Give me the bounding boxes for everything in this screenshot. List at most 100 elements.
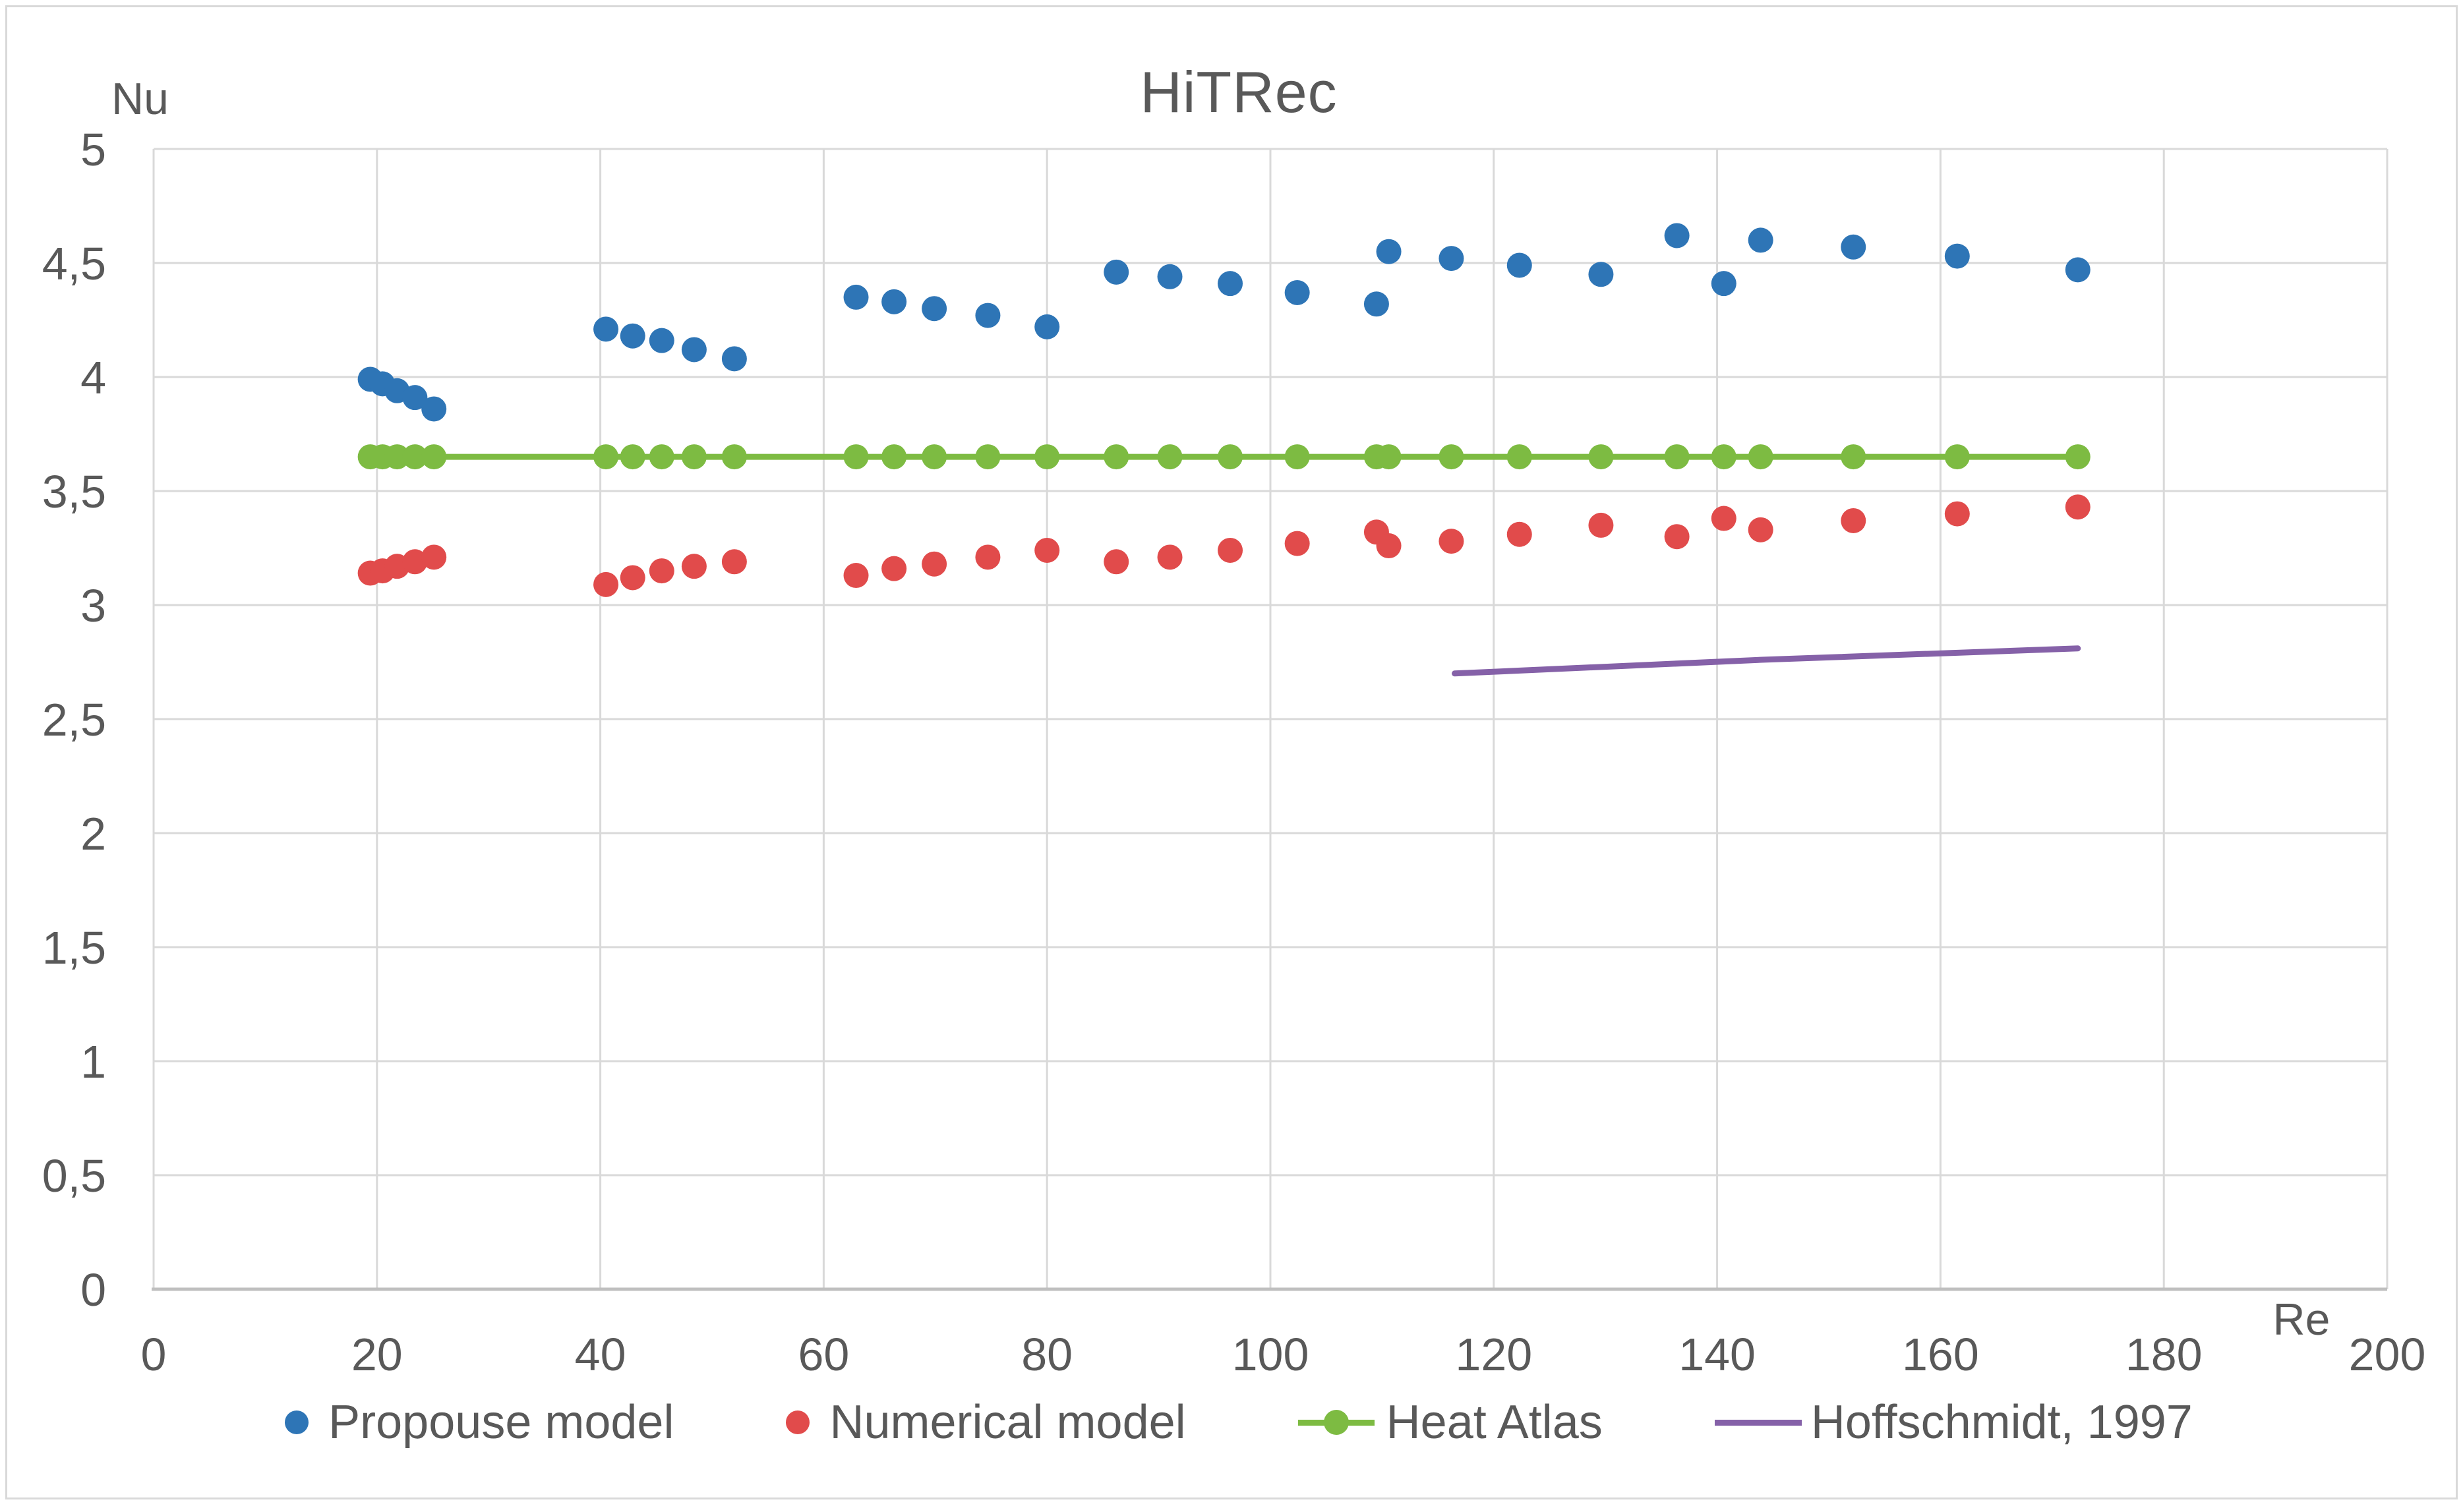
x-tick-label: 120 (1455, 1329, 1532, 1380)
series-point-propouse-model (922, 296, 947, 321)
series-point-heat-atlas (1377, 444, 1402, 469)
x-tick-label: 40 (575, 1329, 626, 1380)
series-point-numerical-model (1748, 517, 1773, 542)
series-point-numerical-model (1034, 538, 1059, 563)
series-point-heat-atlas (881, 444, 906, 469)
series-point-propouse-model (1158, 264, 1183, 289)
y-tick-label: 3,5 (42, 466, 106, 517)
series-point-heat-atlas (593, 444, 618, 469)
series-point-propouse-model (1034, 314, 1059, 339)
series-point-propouse-model (1748, 227, 1773, 252)
series-point-heat-atlas (1218, 444, 1243, 469)
series-point-numerical-model (649, 558, 674, 583)
y-tick-label: 3 (80, 580, 106, 631)
series-point-heat-atlas (922, 444, 947, 469)
series-point-heat-atlas (1588, 444, 1613, 469)
series-point-numerical-model (1945, 502, 1970, 527)
y-tick-label: 0,5 (42, 1150, 106, 1202)
series-point-heat-atlas (1945, 444, 1970, 469)
series-point-numerical-model (1218, 538, 1243, 563)
series-point-numerical-model (1588, 513, 1613, 538)
series-point-propouse-model (975, 303, 1000, 328)
series-point-propouse-model (1364, 291, 1389, 316)
series-point-propouse-model (620, 324, 645, 349)
series-point-propouse-model (844, 285, 869, 310)
series-point-numerical-model (2065, 494, 2091, 519)
series-point-propouse-model (1377, 239, 1402, 264)
series-point-heat-atlas (1034, 444, 1059, 469)
x-tick-label: 80 (1021, 1329, 1073, 1380)
series-point-heat-atlas (620, 444, 645, 469)
x-tick-label: 100 (1232, 1329, 1309, 1380)
series-point-numerical-model (421, 544, 446, 569)
series-point-propouse-model (1218, 271, 1243, 296)
y-tick-label: 2,5 (42, 694, 106, 745)
y-tick-label: 5 (80, 124, 106, 175)
x-tick-label: 60 (798, 1329, 849, 1380)
y-tick-label: 4 (80, 352, 106, 403)
series-point-numerical-model (722, 549, 747, 574)
legend-marker-propouse-model-dot-icon (285, 1410, 309, 1434)
series-point-numerical-model (620, 565, 645, 590)
legend-label-hoffschmidt-1997: Hoffschmidt, 1997 (1811, 1395, 2193, 1449)
series-point-heat-atlas (649, 444, 674, 469)
series-point-propouse-model (649, 328, 674, 353)
series-point-heat-atlas (722, 444, 747, 469)
series-point-numerical-model (593, 572, 618, 597)
series-point-numerical-model (975, 544, 1000, 569)
series-point-heat-atlas (1841, 444, 1866, 469)
legend-item-hoffschmidt-1997: Hoffschmidt, 1997 (1715, 1395, 2193, 1449)
series-point-propouse-model (1711, 271, 1736, 296)
series-point-propouse-model (1945, 244, 1970, 269)
series-point-heat-atlas (682, 444, 707, 469)
x-tick-label: 160 (1902, 1329, 1979, 1380)
series-point-numerical-model (1377, 533, 1402, 558)
series-point-numerical-model (682, 554, 707, 579)
series-point-heat-atlas (421, 444, 446, 469)
series-point-heat-atlas (975, 444, 1000, 469)
series-point-propouse-model (1439, 246, 1464, 271)
series-point-numerical-model (1841, 508, 1866, 533)
legend-marker-hoffschmidt-line-icon (1715, 1420, 1802, 1426)
series-point-propouse-model (1665, 223, 1690, 248)
series-point-numerical-model (1158, 544, 1183, 569)
series-line-hoffschmidt-1997 (1455, 649, 2078, 674)
y-tick-label: 0 (80, 1264, 106, 1316)
series-point-propouse-model (2065, 257, 2091, 282)
series-point-numerical-model (844, 563, 869, 588)
legend-label-heat-atlas: Heat Atlas (1386, 1395, 1603, 1449)
series-point-propouse-model (593, 316, 618, 341)
series-point-heat-atlas (1285, 444, 1310, 469)
series-point-numerical-model (922, 552, 947, 577)
legend-marker-heat-atlas-line-dot-icon (1298, 1409, 1375, 1436)
series-point-numerical-model (1665, 524, 1690, 549)
legend-marker-numerical-model-dot-icon (786, 1410, 810, 1434)
series-point-heat-atlas (1158, 444, 1183, 469)
y-tick-label: 1 (80, 1036, 106, 1088)
series-point-propouse-model (1285, 280, 1310, 305)
series-point-heat-atlas (1665, 444, 1690, 469)
series-point-heat-atlas (1711, 444, 1736, 469)
legend-label-propouse-model: Propouse model (328, 1395, 674, 1449)
series-point-numerical-model (1711, 506, 1736, 531)
legend-item-heat-atlas: Heat Atlas (1298, 1395, 1603, 1449)
series-point-heat-atlas (1748, 444, 1773, 469)
x-tick-label: 200 (2349, 1329, 2426, 1380)
y-tick-label: 1,5 (42, 922, 106, 974)
y-tick-label: 4,5 (42, 238, 106, 289)
series-point-propouse-model (421, 396, 446, 421)
y-tick-label: 2 (80, 808, 106, 859)
x-tick-label: 0 (141, 1329, 167, 1380)
series-point-numerical-model (1507, 522, 1532, 547)
legend-item-numerical-model: Numerical model (786, 1395, 1185, 1449)
series-point-heat-atlas (1507, 444, 1532, 469)
series-point-numerical-model (1285, 531, 1310, 556)
legend-item-propouse-model: Propouse model (285, 1395, 674, 1449)
x-tick-label: 180 (2125, 1329, 2203, 1380)
legend-label-numerical-model: Numerical model (829, 1395, 1185, 1449)
series-point-heat-atlas (2065, 444, 2091, 469)
series-point-heat-atlas (1104, 444, 1129, 469)
x-tick-label: 140 (1678, 1329, 1756, 1380)
series-point-propouse-model (722, 346, 747, 371)
